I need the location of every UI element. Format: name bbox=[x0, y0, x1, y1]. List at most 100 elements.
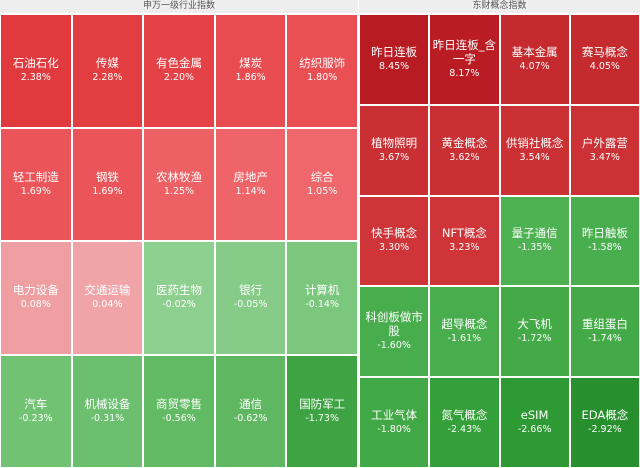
tile[interactable]: 煤炭 1.86% bbox=[214, 14, 287, 128]
tile-change: -0.23% bbox=[18, 412, 53, 424]
tile-name: 电力设备 bbox=[12, 283, 59, 298]
tile-change: -1.61% bbox=[447, 333, 482, 345]
tile-change: -0.62% bbox=[233, 412, 268, 424]
tile-change: -0.02% bbox=[162, 299, 196, 311]
tile-name: 机械设备 bbox=[84, 396, 131, 411]
tile[interactable]: 通信 -0.62% bbox=[214, 354, 287, 468]
tile[interactable]: 昨日连板 8.45% bbox=[359, 14, 430, 105]
tile-change: 1.69% bbox=[20, 185, 51, 197]
tile[interactable]: eSIM -2.66% bbox=[499, 377, 570, 468]
tile[interactable]: 科创板做市股 -1.60% bbox=[359, 286, 430, 378]
tile-name: 石油石化 bbox=[12, 56, 59, 71]
tile[interactable]: 快手概念 3.30% bbox=[359, 195, 430, 287]
tile[interactable]: 户外露营 3.47% bbox=[569, 104, 640, 196]
tile-name: 汽车 bbox=[24, 396, 48, 411]
tile-change: 4.07% bbox=[519, 60, 550, 72]
tile-change: 1.69% bbox=[92, 185, 123, 197]
tile[interactable]: 超导概念 -1.61% bbox=[429, 286, 500, 378]
tile-change: 3.30% bbox=[379, 242, 410, 254]
tile-name: 综合 bbox=[310, 169, 334, 184]
tile[interactable]: 基本金属 4.07% bbox=[499, 14, 570, 105]
tile-change: 1.86% bbox=[235, 72, 266, 84]
tile-change: -0.14% bbox=[305, 299, 339, 311]
tile[interactable]: 大飞机 -1.72% bbox=[499, 286, 570, 378]
tile[interactable]: 有色金属 2.20% bbox=[143, 14, 215, 128]
tile-change: -2.43% bbox=[447, 424, 482, 436]
tile-change: -0.31% bbox=[90, 412, 125, 424]
tile-change: 1.80% bbox=[307, 72, 338, 84]
tile-name: 昨日连板_含一字 bbox=[432, 37, 496, 66]
tile[interactable]: 医药生物 -0.02% bbox=[143, 241, 215, 355]
tile-change: 8.17% bbox=[449, 67, 480, 79]
tile[interactable]: NFT概念 3.23% bbox=[429, 195, 500, 287]
tile-change: -1.74% bbox=[588, 333, 622, 345]
tile-name: 农林牧渔 bbox=[155, 169, 202, 184]
tile[interactable]: 综合 1.05% bbox=[286, 127, 358, 241]
tile[interactable]: 量子通信 -1.35% bbox=[499, 195, 570, 287]
tile[interactable]: 赛马概念 4.05% bbox=[569, 14, 640, 105]
tile-name: eSIM bbox=[520, 408, 549, 423]
tile-name: 户外露营 bbox=[581, 135, 628, 150]
tile[interactable]: 国防军工 -1.73% bbox=[286, 354, 358, 468]
tile[interactable]: 黄金概念 3.62% bbox=[429, 104, 500, 196]
tile[interactable]: 传媒 2.28% bbox=[71, 14, 144, 128]
tile-change: -0.05% bbox=[233, 299, 268, 311]
tile-change: -0.56% bbox=[162, 412, 196, 424]
tile-name: 大飞机 bbox=[517, 317, 552, 332]
tile-name: 房地产 bbox=[233, 169, 268, 184]
tile[interactable]: 机械设备 -0.31% bbox=[71, 354, 144, 468]
tile-change: 2.28% bbox=[92, 72, 123, 84]
tile[interactable]: 汽车 -0.23% bbox=[0, 354, 72, 468]
tile[interactable]: 植物照明 3.67% bbox=[359, 104, 430, 196]
tile-change: -1.60% bbox=[377, 340, 411, 352]
tile[interactable]: 农林牧渔 1.25% bbox=[143, 127, 215, 241]
tile-change: -2.92% bbox=[588, 424, 622, 436]
panel-title: 东财概念指数 bbox=[359, 0, 640, 13]
tile-change: -1.72% bbox=[517, 333, 552, 345]
tile-name: 钢铁 bbox=[95, 169, 119, 184]
tile[interactable]: 钢铁 1.69% bbox=[71, 127, 144, 241]
tile-change: 0.04% bbox=[92, 299, 123, 311]
tile-change: 0.08% bbox=[20, 299, 51, 311]
tile-change: -2.66% bbox=[517, 424, 552, 436]
tile-name: 商贸零售 bbox=[155, 396, 202, 411]
tile-name: 科创板做市股 bbox=[365, 310, 423, 339]
tile-change: 1.25% bbox=[163, 185, 195, 197]
tile[interactable]: 计算机 -0.14% bbox=[286, 241, 358, 355]
tile[interactable]: 昨日连板_含一字 8.17% bbox=[429, 14, 500, 105]
tile[interactable]: 商贸零售 -0.56% bbox=[143, 354, 215, 468]
tile-name: 有色金属 bbox=[155, 56, 202, 71]
tile-change: 3.54% bbox=[519, 151, 550, 163]
tile[interactable]: 银行 -0.05% bbox=[214, 241, 287, 355]
tile[interactable]: 重组蛋白 -1.74% bbox=[569, 286, 640, 378]
tile[interactable]: 轻工制造 1.69% bbox=[0, 127, 72, 241]
tile-name: 计算机 bbox=[304, 283, 340, 298]
tile[interactable]: EDA概念 -2.92% bbox=[569, 377, 640, 468]
tile[interactable]: 石油石化 2.38% bbox=[0, 14, 72, 128]
tile[interactable]: 交通运输 0.04% bbox=[71, 241, 144, 355]
tile[interactable]: 氮气概念 -2.43% bbox=[429, 377, 500, 468]
tile[interactable]: 供销社概念 3.54% bbox=[499, 104, 570, 196]
tile-name: 氮气概念 bbox=[441, 408, 488, 423]
tile-change: 8.45% bbox=[379, 60, 410, 72]
tile-name: 基本金属 bbox=[511, 44, 558, 59]
panel-title: 申万一级行业指数 bbox=[0, 0, 358, 13]
tile[interactable]: 昨日触板 -1.58% bbox=[569, 195, 640, 287]
tile-name: 植物照明 bbox=[371, 135, 418, 150]
tile-change: 1.05% bbox=[307, 185, 338, 197]
tile-name: 纺织服饰 bbox=[299, 56, 346, 71]
tile-change: 1.14% bbox=[235, 185, 266, 197]
tile[interactable]: 电力设备 0.08% bbox=[0, 241, 72, 355]
tile[interactable]: 房地产 1.14% bbox=[214, 127, 287, 241]
tile-name: 煤炭 bbox=[239, 56, 263, 71]
tile-name: 轻工制造 bbox=[12, 169, 59, 184]
tile-change: 3.67% bbox=[379, 151, 410, 163]
tile[interactable]: 纺织服饰 1.80% bbox=[286, 14, 358, 128]
tile-change: 2.20% bbox=[163, 72, 195, 84]
tile[interactable]: 工业气体 -1.80% bbox=[359, 377, 430, 468]
tile-name: 工业气体 bbox=[371, 408, 418, 423]
tile-change: 3.47% bbox=[589, 151, 620, 163]
tile-change: -1.80% bbox=[377, 424, 411, 436]
tile-change: -1.35% bbox=[517, 242, 552, 254]
